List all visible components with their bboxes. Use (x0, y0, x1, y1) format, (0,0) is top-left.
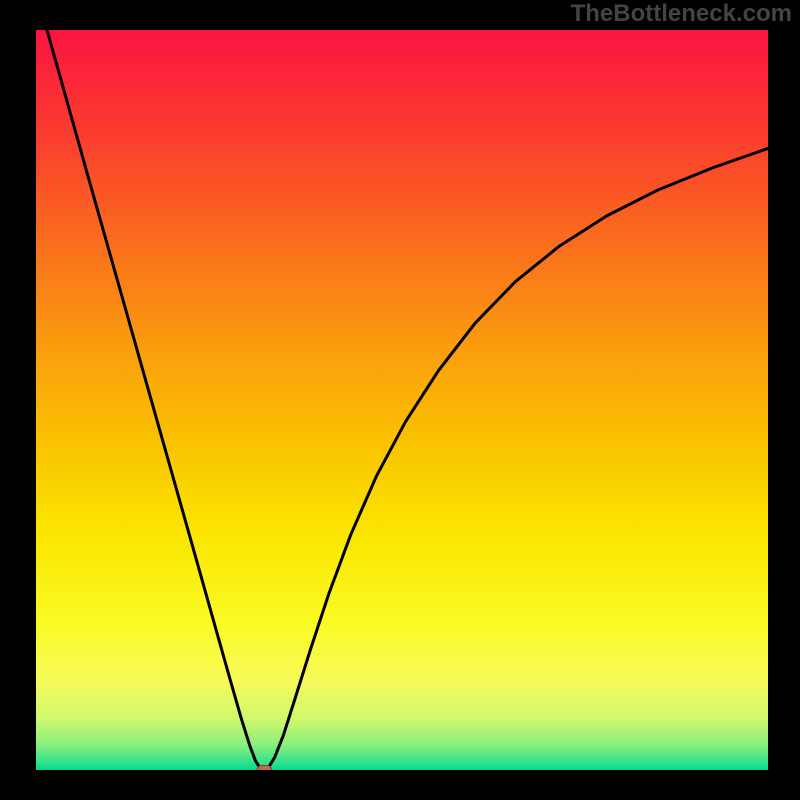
chart-svg (36, 30, 768, 770)
chart-stage: TheBottleneck.com (0, 0, 800, 800)
chart-plot-area (36, 30, 768, 770)
chart-background (36, 30, 768, 770)
watermark-label: TheBottleneck.com (571, 0, 792, 28)
minimum-marker (257, 766, 272, 770)
